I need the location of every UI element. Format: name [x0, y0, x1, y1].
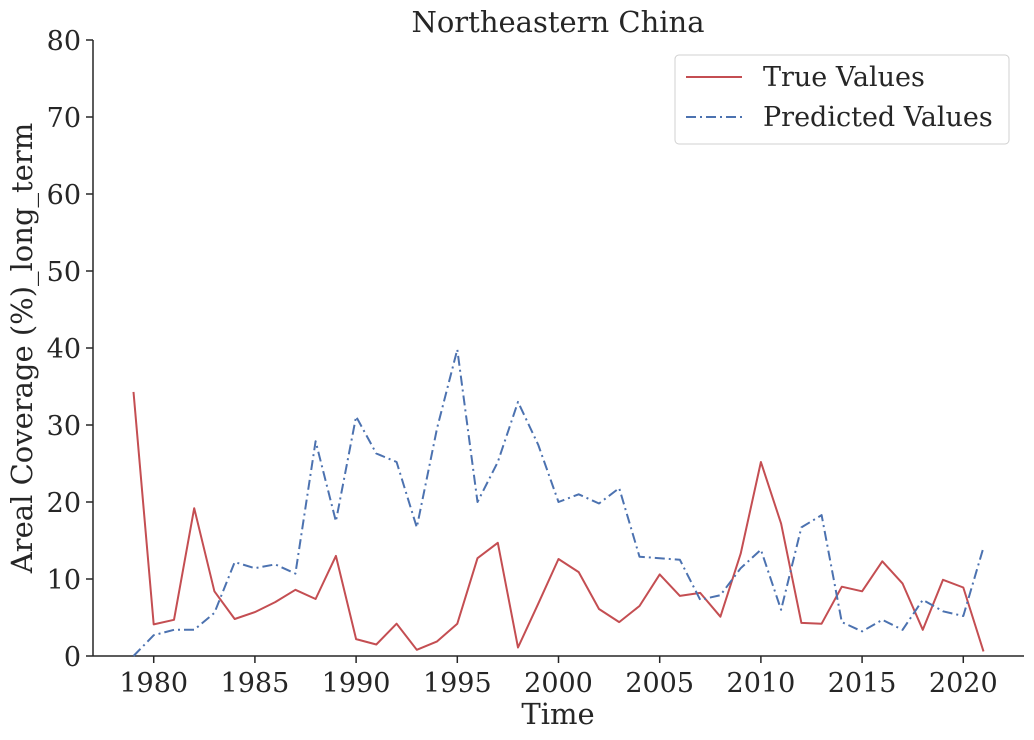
legend: True Values Predicted Values — [674, 54, 1010, 145]
y-tick-label: 70 — [47, 103, 81, 134]
legend-label: Predicted Values — [763, 102, 993, 133]
series-layer — [132, 348, 985, 657]
y-tick-label: 40 — [47, 334, 81, 365]
y-tick-label: 60 — [47, 180, 81, 211]
legend-box — [674, 54, 1010, 145]
series-line-predicted-values — [132, 348, 985, 657]
x-tick-label: 1995 — [423, 668, 492, 699]
x-tick-label: 2020 — [929, 668, 998, 699]
y-tick-label: 30 — [47, 411, 81, 442]
axes: 0 10 20 30 40 50 60 70 80 1980 1985 1990 1995 2000 200… — [47, 26, 1024, 699]
y-tick-label: 10 — [47, 565, 81, 596]
chart-title: Northeastern China — [411, 5, 704, 39]
y-axis-label: Areal Coverage (%)_long_term — [5, 123, 40, 574]
y-tick-label: 50 — [47, 257, 81, 288]
x-tick-label: 2015 — [828, 668, 897, 699]
series-line-true-values — [132, 391, 985, 652]
x-axis-label: Time — [521, 697, 594, 731]
x-tick-label: 1985 — [221, 668, 290, 699]
y-tick-label: 20 — [47, 488, 81, 519]
x-tick-label: 2005 — [625, 668, 694, 699]
x-tick-label: 2000 — [524, 668, 593, 699]
x-tick-label: 2010 — [727, 668, 796, 699]
y-tick-label: 0 — [64, 642, 81, 673]
x-tick-label: 1980 — [119, 668, 188, 699]
legend-label: True Values — [763, 62, 925, 93]
y-tick-label: 80 — [47, 26, 81, 57]
x-tick-label: 1990 — [322, 668, 391, 699]
